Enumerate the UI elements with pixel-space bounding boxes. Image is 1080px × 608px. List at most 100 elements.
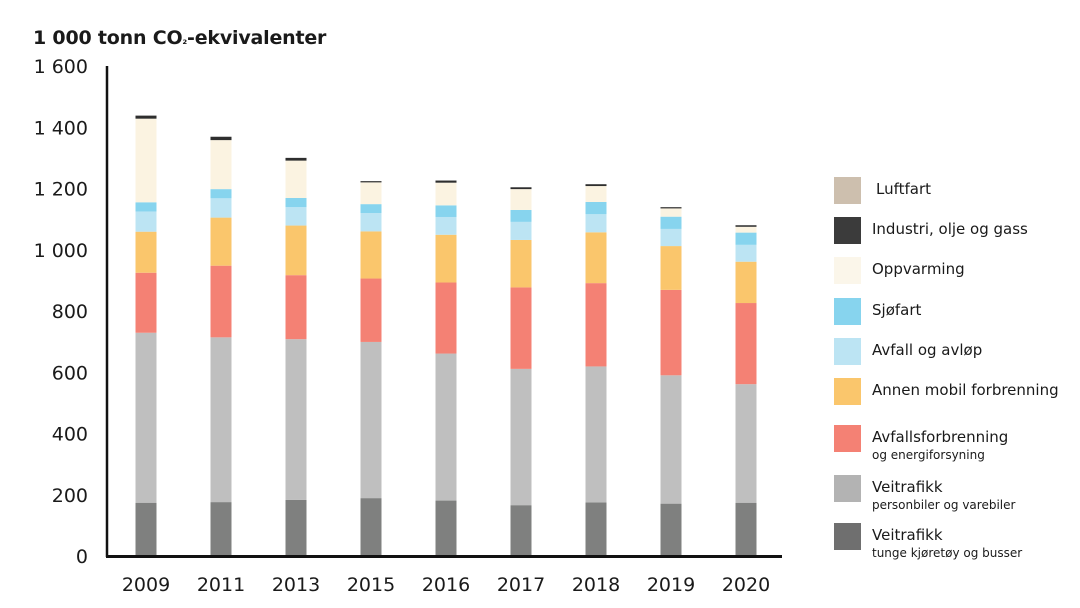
bar-segment-avfall-og-avløp-2017 [510,221,532,240]
x-tick-label: 2018 [572,574,620,596]
bar-segment-avfallsforbrenning-og-energiforsyning-2015 [360,278,382,342]
bar-segment-sjøfart-2019 [660,216,682,229]
y-tick-labels: 0 200 400 600 800 1 000 1 200 1 400 1 600 [34,56,88,568]
bar-segment-avfall-og-avløp-2011 [210,198,232,218]
bar-segment-veitrafikk-tunge-kjøretøy-og-busser-2018 [585,502,607,556]
bar-segment-veitrafikk-tunge-kjøretøy-og-busser-2009 [135,502,157,556]
legend-label: Annen mobil forbrenning [872,381,1059,399]
x-tick-label: 2015 [347,574,395,596]
bar-segment-avfall-og-avløp-2015 [360,213,382,232]
y-axis-title-suffix: -ekvivalenter [187,27,327,49]
x-tick-labels: 2009 2011 2013 2015 2016 2017 2018 2019 2020 [122,574,770,596]
bar-segment-oppvarming-2019 [660,208,682,217]
legend-label: Sjøfart [872,301,922,319]
bar-segment-veitrafikk-personbiler-og-varebiler-2009 [135,332,157,503]
legend-label: Veitrafikk [872,526,943,544]
bars [135,115,757,556]
bar-segment-industri-olje-og-gass-2017 [510,187,532,190]
legend-swatch [834,298,861,325]
bar-segment-avfall-og-avløp-2019 [660,228,682,247]
bar-segment-veitrafikk-personbiler-og-varebiler-2020 [735,384,757,503]
x-tick-label: 2013 [272,574,320,596]
bar-segment-avfall-og-avløp-2020 [735,244,757,262]
bar-segment-oppvarming-2020 [735,226,757,233]
y-axis-title-text: 1 000 tonn CO [33,27,183,49]
bar-segment-avfall-og-avløp-2013 [285,207,307,226]
bar-segment-annen-mobil-forbrenning-2017 [510,239,532,288]
bar-segment-oppvarming-2016 [435,182,457,206]
y-tick-label: 400 [52,424,88,446]
bar-segment-oppvarming-2018 [585,186,607,202]
bar-segment-avfall-og-avløp-2016 [435,216,457,235]
legend-label: Industri, olje og gass [872,220,1028,238]
legend-sublabel: og energiforsyning [872,448,985,462]
bar-segment-industri-olje-og-gass-2019 [660,207,682,209]
y-tick-label: 600 [52,362,88,384]
bar-segment-avfall-og-avløp-2009 [135,211,157,232]
x-tick-label: 2009 [122,574,170,596]
x-tick-label: 2016 [422,574,470,596]
y-tick-label: 200 [52,485,88,507]
bar-segment-oppvarming-2013 [285,160,307,198]
bar-segment-annen-mobil-forbrenning-2011 [210,217,232,266]
y-tick-label: 800 [52,301,88,323]
bar-segment-sjøfart-2015 [360,204,382,213]
bar-segment-oppvarming-2017 [510,189,532,210]
bar-segment-veitrafikk-personbiler-og-varebiler-2011 [210,337,232,503]
bar-segment-veitrafikk-personbiler-og-varebiler-2017 [510,368,532,506]
bar-segment-annen-mobil-forbrenning-2018 [585,232,607,284]
legend-swatch [834,257,861,284]
legend-swatch [834,177,861,204]
bar-segment-sjøfart-2016 [435,205,457,217]
bar-segment-annen-mobil-forbrenning-2009 [135,231,157,273]
bar-segment-sjøfart-2009 [135,202,157,212]
legend-sublabel: tunge kjøretøy og busser [872,546,1023,560]
y-tick-label: 1 200 [34,179,88,201]
y-tick-label: 1 400 [34,117,88,139]
y-axis-title-subscript: ₂ [182,34,188,47]
bar-segment-avfallsforbrenning-og-energiforsyning-2011 [210,265,232,338]
y-tick-label: 1 600 [34,56,88,78]
bar-segment-avfallsforbrenning-og-energiforsyning-2016 [435,282,457,354]
legend-label: Avfall og avløp [872,341,983,359]
bar-segment-avfallsforbrenning-og-energiforsyning-2017 [510,287,532,369]
legend-swatch [834,425,861,452]
y-tick-label: 1 000 [34,240,88,262]
legend-label: Veitrafikk [872,478,943,496]
bar-segment-veitrafikk-personbiler-og-varebiler-2018 [585,366,607,503]
bar-segment-industri-olje-og-gass-2018 [585,184,607,187]
bar-segment-avfallsforbrenning-og-energiforsyning-2020 [735,303,757,385]
bar-segment-sjøfart-2018 [585,201,607,215]
bar-segment-veitrafikk-personbiler-og-varebiler-2019 [660,375,682,504]
bar-segment-industri-olje-og-gass-2015 [360,181,382,183]
bar-segment-annen-mobil-forbrenning-2013 [285,225,307,276]
bar-segment-industri-olje-og-gass-2016 [435,180,457,183]
bar-segment-sjøfart-2017 [510,209,532,222]
legend-swatch [834,378,861,405]
bar-segment-veitrafikk-personbiler-og-varebiler-2016 [435,353,457,501]
bar-segment-veitrafikk-personbiler-og-varebiler-2013 [285,339,307,500]
legend-swatch [834,217,861,244]
bar-segment-veitrafikk-tunge-kjøretøy-og-busser-2017 [510,505,532,556]
x-tick-label: 2019 [647,574,695,596]
legend-label: Luftfart [876,180,932,198]
bar-segment-annen-mobil-forbrenning-2019 [660,246,682,290]
bar-segment-industri-olje-og-gass-2011 [210,136,232,141]
legend-swatch [834,338,861,365]
legend-swatch [834,523,861,550]
legend-label: Avfallsforbrenning [872,428,1009,446]
legend-swatch [834,475,861,502]
bar-segment-veitrafikk-tunge-kjøretøy-og-busser-2015 [360,498,382,556]
bar-segment-veitrafikk-tunge-kjøretøy-og-busser-2011 [210,502,232,556]
x-tick-label: 2011 [197,574,245,596]
bar-segment-avfallsforbrenning-og-energiforsyning-2009 [135,272,157,333]
x-tick-label: 2017 [497,574,545,596]
bar-segment-veitrafikk-tunge-kjøretøy-og-busser-2013 [285,499,307,556]
y-axis-title: 1 000 tonn CO₂-ekvivalenter [33,27,326,49]
bar-segment-oppvarming-2015 [360,182,382,205]
bar-segment-veitrafikk-tunge-kjøretøy-og-busser-2016 [435,500,457,556]
legend-sublabel: personbiler og varebiler [872,498,1016,512]
bar-segment-sjøfart-2020 [735,232,757,245]
bar-segment-avfallsforbrenning-og-energiforsyning-2018 [585,283,607,367]
